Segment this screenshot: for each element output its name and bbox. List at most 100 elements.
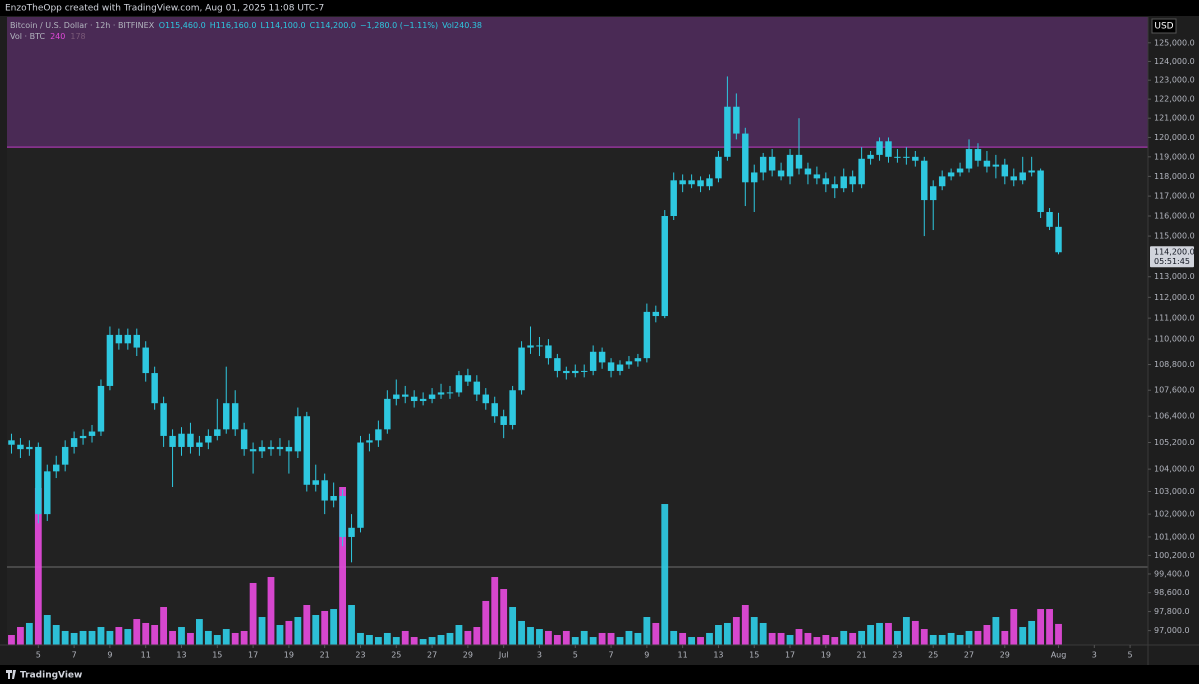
x-tick-label: 21 [857,651,867,660]
volume-bar [983,624,991,645]
volume-bar [106,630,114,645]
volume-bar [956,634,964,645]
candle-body [79,435,87,439]
volume-bar [276,624,284,645]
volume-bar [187,632,194,645]
volume-bar [410,637,418,645]
volume-bar [339,487,346,645]
candle-body [106,334,114,386]
currency-box[interactable] [1151,18,1177,34]
candle-body [804,168,812,175]
x-tick-label: 25 [928,651,938,660]
candle-body [867,154,874,159]
volume-bar [366,634,373,645]
symbol: Bitcoin / U.S. Dollar · 12h · BITFINEX [10,21,155,30]
candle-body [249,449,257,452]
x-tick-label: 23 [355,651,365,660]
y-tick-label: 102,000.0 [1154,510,1195,519]
candle-body [580,370,588,372]
zone [7,17,1148,148]
x-tick-label: 13 [176,651,186,660]
candle-body [563,370,570,374]
y-tick-label: 113,000.0 [1154,272,1195,281]
x-tick-label: 15 [749,651,759,660]
volume-bar [652,622,660,645]
volume-bar [527,627,534,645]
volume-bar [1055,623,1062,645]
candle-body [231,403,239,430]
candle-body [670,180,677,217]
candle-body [795,154,803,169]
volume-bar [545,630,552,645]
candle-body [876,141,883,155]
candle-body [751,172,758,183]
candle-body [742,133,749,183]
volume-bar [616,637,624,645]
volume-bar [249,582,257,645]
x-tick-label: 23 [892,651,902,660]
candle-body [393,394,400,399]
volume-bar [455,624,463,645]
y-tick-label: 111,000.0 [1154,314,1195,323]
candle-body [733,106,740,134]
volume-bar [473,627,481,645]
y-tick-label: 112,000.0 [1154,293,1195,302]
candle-body [938,176,946,187]
candle-body [554,358,561,371]
volume-bar [1037,609,1045,645]
candle-body [44,471,51,515]
volume-bar [437,634,445,645]
volume-bar [849,632,857,645]
candle-body [52,464,60,472]
volume-bar [1028,620,1036,645]
legend-value: −1,280.0 (−1.11%) [360,21,438,30]
candle-body [196,442,203,447]
volume-bar [643,617,651,645]
currency[interactable]: USD [1154,22,1173,32]
volume-bar [133,619,141,645]
volume-bar [536,629,543,645]
candle-body [777,170,785,177]
candle-body [97,385,105,432]
volume-bar [867,624,874,645]
y-tick-label: 100,200.0 [1154,551,1195,560]
x-tick-label: 11 [678,651,688,660]
volume-bar [706,632,713,645]
volume-bar [115,627,123,645]
y-tick-label: 99,400.0 [1154,569,1190,578]
volume-bar [894,630,901,645]
volume-bar [383,632,391,645]
volume-bar [562,630,570,645]
volume-bar [491,577,499,645]
x-tick-label: 27 [964,651,974,660]
y-tick-label: 104,000.0 [1154,465,1195,474]
volume-bar [330,609,338,645]
candle-body [679,180,686,185]
volume-bar [804,632,812,645]
x-tick-label: 7 [72,651,77,660]
x-tick-label: 21 [320,651,330,660]
volume-bar [258,617,266,645]
x-tick-label: 15 [212,651,222,660]
volume-bar [732,617,740,645]
volume-bar [911,620,919,645]
volume-bar [858,630,866,645]
volume-bar [598,632,606,645]
volume-bar [169,630,176,645]
candle-body [965,149,973,169]
candle-body [17,444,24,450]
volume-bar [17,627,24,645]
brand-logo [6,670,16,679]
volume-bar [580,630,588,645]
volume-bar [446,632,454,645]
candle-body [947,172,955,177]
candle-body [831,184,839,189]
candle-body [223,403,230,430]
volume-bar [813,637,821,645]
volume-bar [401,630,409,645]
candle-body [428,394,436,399]
volume-bar [902,617,910,645]
brand: TradingView [20,671,82,681]
candle-body [974,149,982,161]
